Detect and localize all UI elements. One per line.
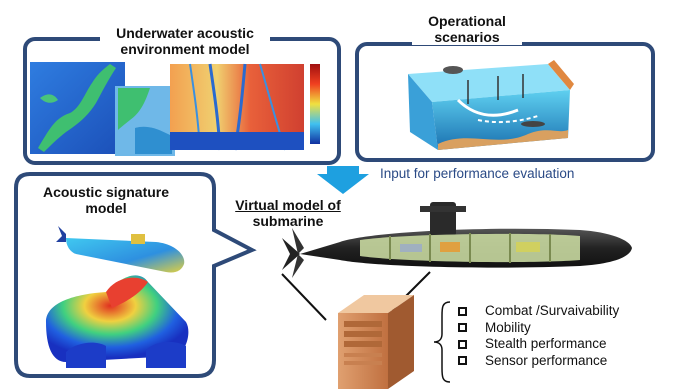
acoustic-signature-title: Acoustic signature model bbox=[36, 184, 176, 216]
computer-server-icon bbox=[338, 295, 414, 389]
list-item: Sensor performance bbox=[458, 353, 619, 370]
evaluation-item-combat: Combat /Survaivability bbox=[485, 303, 620, 318]
scenarios-title-line2: scenarios bbox=[434, 29, 500, 45]
list-item: Combat /Survaivability bbox=[458, 303, 619, 320]
signature-title-line1: Acoustic signature bbox=[42, 184, 170, 200]
environment-model-title: Underwater acoustic environment model bbox=[100, 25, 270, 57]
virtual-model-label: Virtual model of submarine bbox=[228, 197, 348, 229]
input-performance-label: Input for performance evaluation bbox=[380, 166, 575, 181]
evaluation-item-stealth: Stealth performance bbox=[485, 336, 607, 351]
checkbox-square-icon bbox=[458, 356, 467, 366]
virtual-model-line2: submarine bbox=[252, 213, 324, 229]
checkbox-square-icon bbox=[458, 323, 467, 333]
operational-scenarios-figure bbox=[408, 60, 574, 150]
environment-model-figure bbox=[30, 62, 320, 156]
curly-brace bbox=[433, 301, 451, 383]
evaluation-item-sensor: Sensor performance bbox=[485, 352, 608, 368]
list-item: Stealth performance bbox=[458, 336, 619, 353]
environment-title-line1: Underwater acoustic bbox=[116, 25, 254, 41]
evaluation-items-list: Combat /Survaivability Mobility Stealth … bbox=[458, 303, 619, 369]
virtual-model-line1: Virtual model of bbox=[235, 197, 341, 213]
acoustic-signature-figure bbox=[46, 226, 189, 368]
checkbox-square-icon bbox=[458, 339, 467, 349]
signature-title-line2: model bbox=[85, 200, 127, 216]
list-item: Mobility bbox=[458, 320, 619, 337]
scenarios-title-line1: Operational bbox=[428, 13, 506, 29]
environment-title-line2: environment model bbox=[120, 41, 250, 57]
checkbox-square-icon bbox=[458, 306, 467, 316]
input-arrow bbox=[317, 166, 369, 194]
operational-scenarios-title: Operational scenarios bbox=[412, 13, 522, 45]
evaluation-item-mobility: Mobility bbox=[485, 319, 531, 335]
virtual-submarine-figure bbox=[282, 202, 632, 278]
